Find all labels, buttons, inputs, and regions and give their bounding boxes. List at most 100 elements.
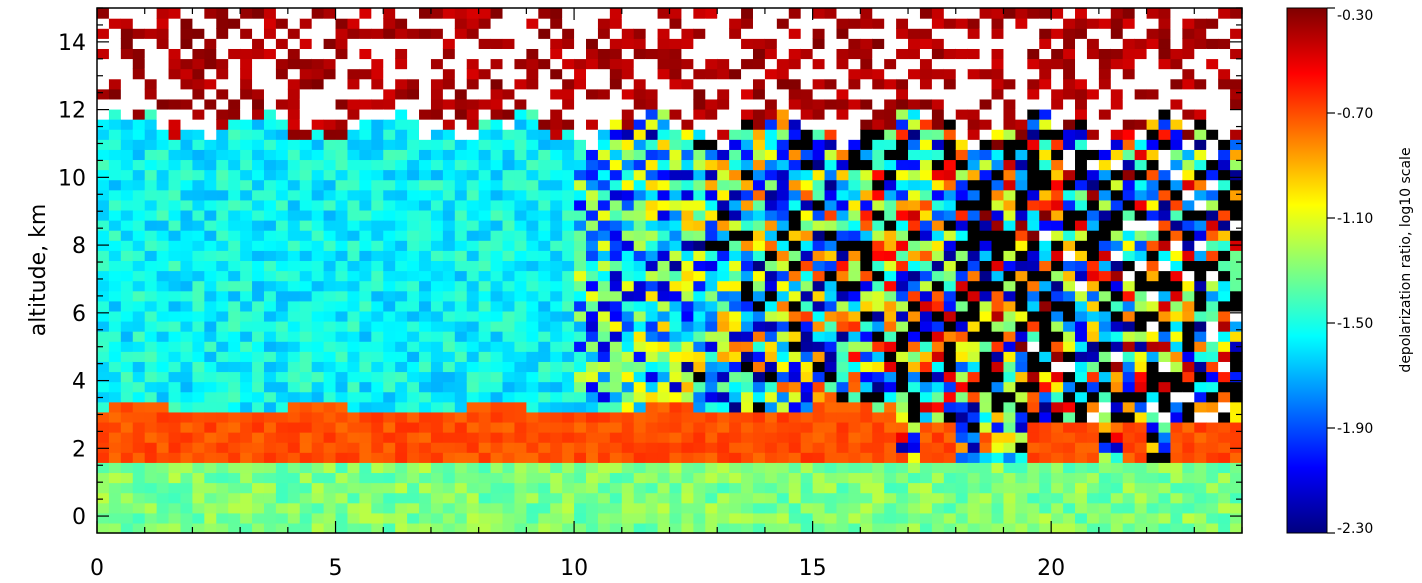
heatmap-cell: [359, 280, 372, 292]
heatmap-cell: [538, 421, 551, 433]
heatmap-cell: [919, 58, 933, 70]
heatmap-cell: [132, 381, 146, 393]
heatmap-cell: [955, 149, 969, 161]
heatmap-cell: [752, 401, 766, 413]
heatmap-cell: [502, 492, 516, 504]
heatmap-cell: [931, 300, 945, 312]
heatmap-cell: [132, 139, 146, 150]
heatmap-cell: [657, 502, 671, 514]
heatmap-cell: [335, 432, 349, 443]
heatmap-cell: [967, 421, 981, 433]
heatmap-cell: [1110, 280, 1124, 292]
heatmap-cell: [359, 220, 372, 231]
heatmap-cell: [240, 310, 253, 322]
heatmap-cell: [1110, 411, 1124, 423]
heatmap-cell: [1015, 149, 1028, 161]
heatmap-cell: [1098, 432, 1112, 443]
heatmap-cell: [263, 482, 277, 494]
heatmap-cell: [633, 280, 647, 292]
heatmap-cell: [1075, 411, 1088, 423]
heatmap-cell: [1039, 108, 1052, 120]
heatmap-cell: [395, 290, 408, 302]
heatmap-cell: [800, 270, 814, 282]
heatmap-cell: [896, 250, 909, 262]
heatmap-cell: [454, 78, 468, 90]
heatmap-cell: [120, 421, 134, 433]
heatmap-cell: [419, 512, 432, 524]
heatmap-cell: [311, 421, 325, 433]
heatmap-cell: [705, 361, 718, 373]
heatmap-cell: [478, 502, 492, 514]
heatmap-cell: [168, 502, 182, 514]
heatmap-cell: [192, 48, 205, 60]
heatmap-cell: [478, 270, 492, 282]
heatmap-cell: [860, 159, 873, 171]
heatmap-cell: [1182, 98, 1195, 110]
heatmap-cell: [466, 260, 480, 272]
heatmap-cell: [168, 432, 182, 443]
heatmap-cell: [943, 88, 957, 100]
heatmap-cell: [1051, 411, 1064, 423]
heatmap-cell: [1051, 139, 1064, 150]
heatmap-cell: [860, 58, 873, 70]
heatmap-cell: [275, 119, 289, 130]
heatmap-cell: [967, 300, 981, 312]
heatmap-cell: [955, 492, 969, 504]
heatmap-cell: [538, 159, 551, 171]
heatmap-cell: [1230, 512, 1243, 524]
heatmap-cell: [252, 331, 265, 342]
heatmap-cell: [836, 8, 850, 19]
heatmap-cell: [1086, 401, 1100, 413]
heatmap-cell: [311, 411, 325, 423]
heatmap-cell: [108, 421, 122, 433]
heatmap-cell: [132, 452, 146, 463]
heatmap-cell: [1206, 361, 1219, 373]
heatmap-cell: [645, 159, 659, 171]
heatmap-cell: [1206, 411, 1219, 423]
heatmap-cell: [1039, 452, 1052, 463]
heatmap-cell: [1051, 220, 1064, 231]
heatmap-cell: [526, 220, 539, 231]
heatmap-cell: [717, 58, 730, 70]
heatmap-cell: [645, 230, 659, 241]
heatmap-cell: [359, 38, 372, 49]
heatmap-cell: [991, 58, 1005, 70]
heatmap-cell: [287, 442, 301, 453]
heatmap-cell: [478, 209, 492, 221]
heatmap-cell: [1110, 522, 1124, 534]
heatmap-cell: [586, 310, 599, 322]
heatmap-cell: [323, 341, 337, 352]
heatmap-cell: [526, 8, 539, 19]
heatmap-cell: [252, 38, 265, 49]
heatmap-cell: [538, 108, 551, 120]
heatmap-cell: [442, 88, 456, 100]
heatmap-cell: [1039, 270, 1052, 282]
heatmap-cell: [1075, 68, 1088, 80]
heatmap-cell: [741, 320, 754, 332]
heatmap-cell: [1086, 280, 1100, 292]
heatmap-cell: [323, 119, 337, 130]
heatmap-cell: [478, 129, 492, 140]
heatmap-cell: [1098, 240, 1112, 251]
heatmap-cell: [586, 401, 599, 413]
heatmap-cell: [908, 361, 921, 373]
heatmap-cell: [812, 502, 826, 514]
heatmap-cell: [991, 270, 1005, 282]
heatmap-cell: [705, 78, 718, 90]
heatmap-cell: [311, 108, 325, 120]
heatmap-cell: [97, 381, 110, 393]
heatmap-cell: [1194, 341, 1207, 352]
heatmap-cell: [383, 129, 396, 140]
heatmap-cell: [228, 290, 241, 302]
heatmap-cell: [347, 78, 360, 90]
heatmap-cell: [478, 280, 492, 292]
heatmap-cell: [562, 432, 575, 443]
heatmap-cell: [108, 149, 122, 161]
heatmap-cell: [108, 502, 122, 514]
heatmap-cell: [669, 169, 683, 181]
heatmap-cell: [669, 421, 683, 433]
heatmap-cell: [908, 220, 921, 231]
heatmap-cell: [884, 391, 897, 403]
heatmap-cell: [478, 88, 492, 100]
heatmap-cell: [1194, 290, 1207, 302]
